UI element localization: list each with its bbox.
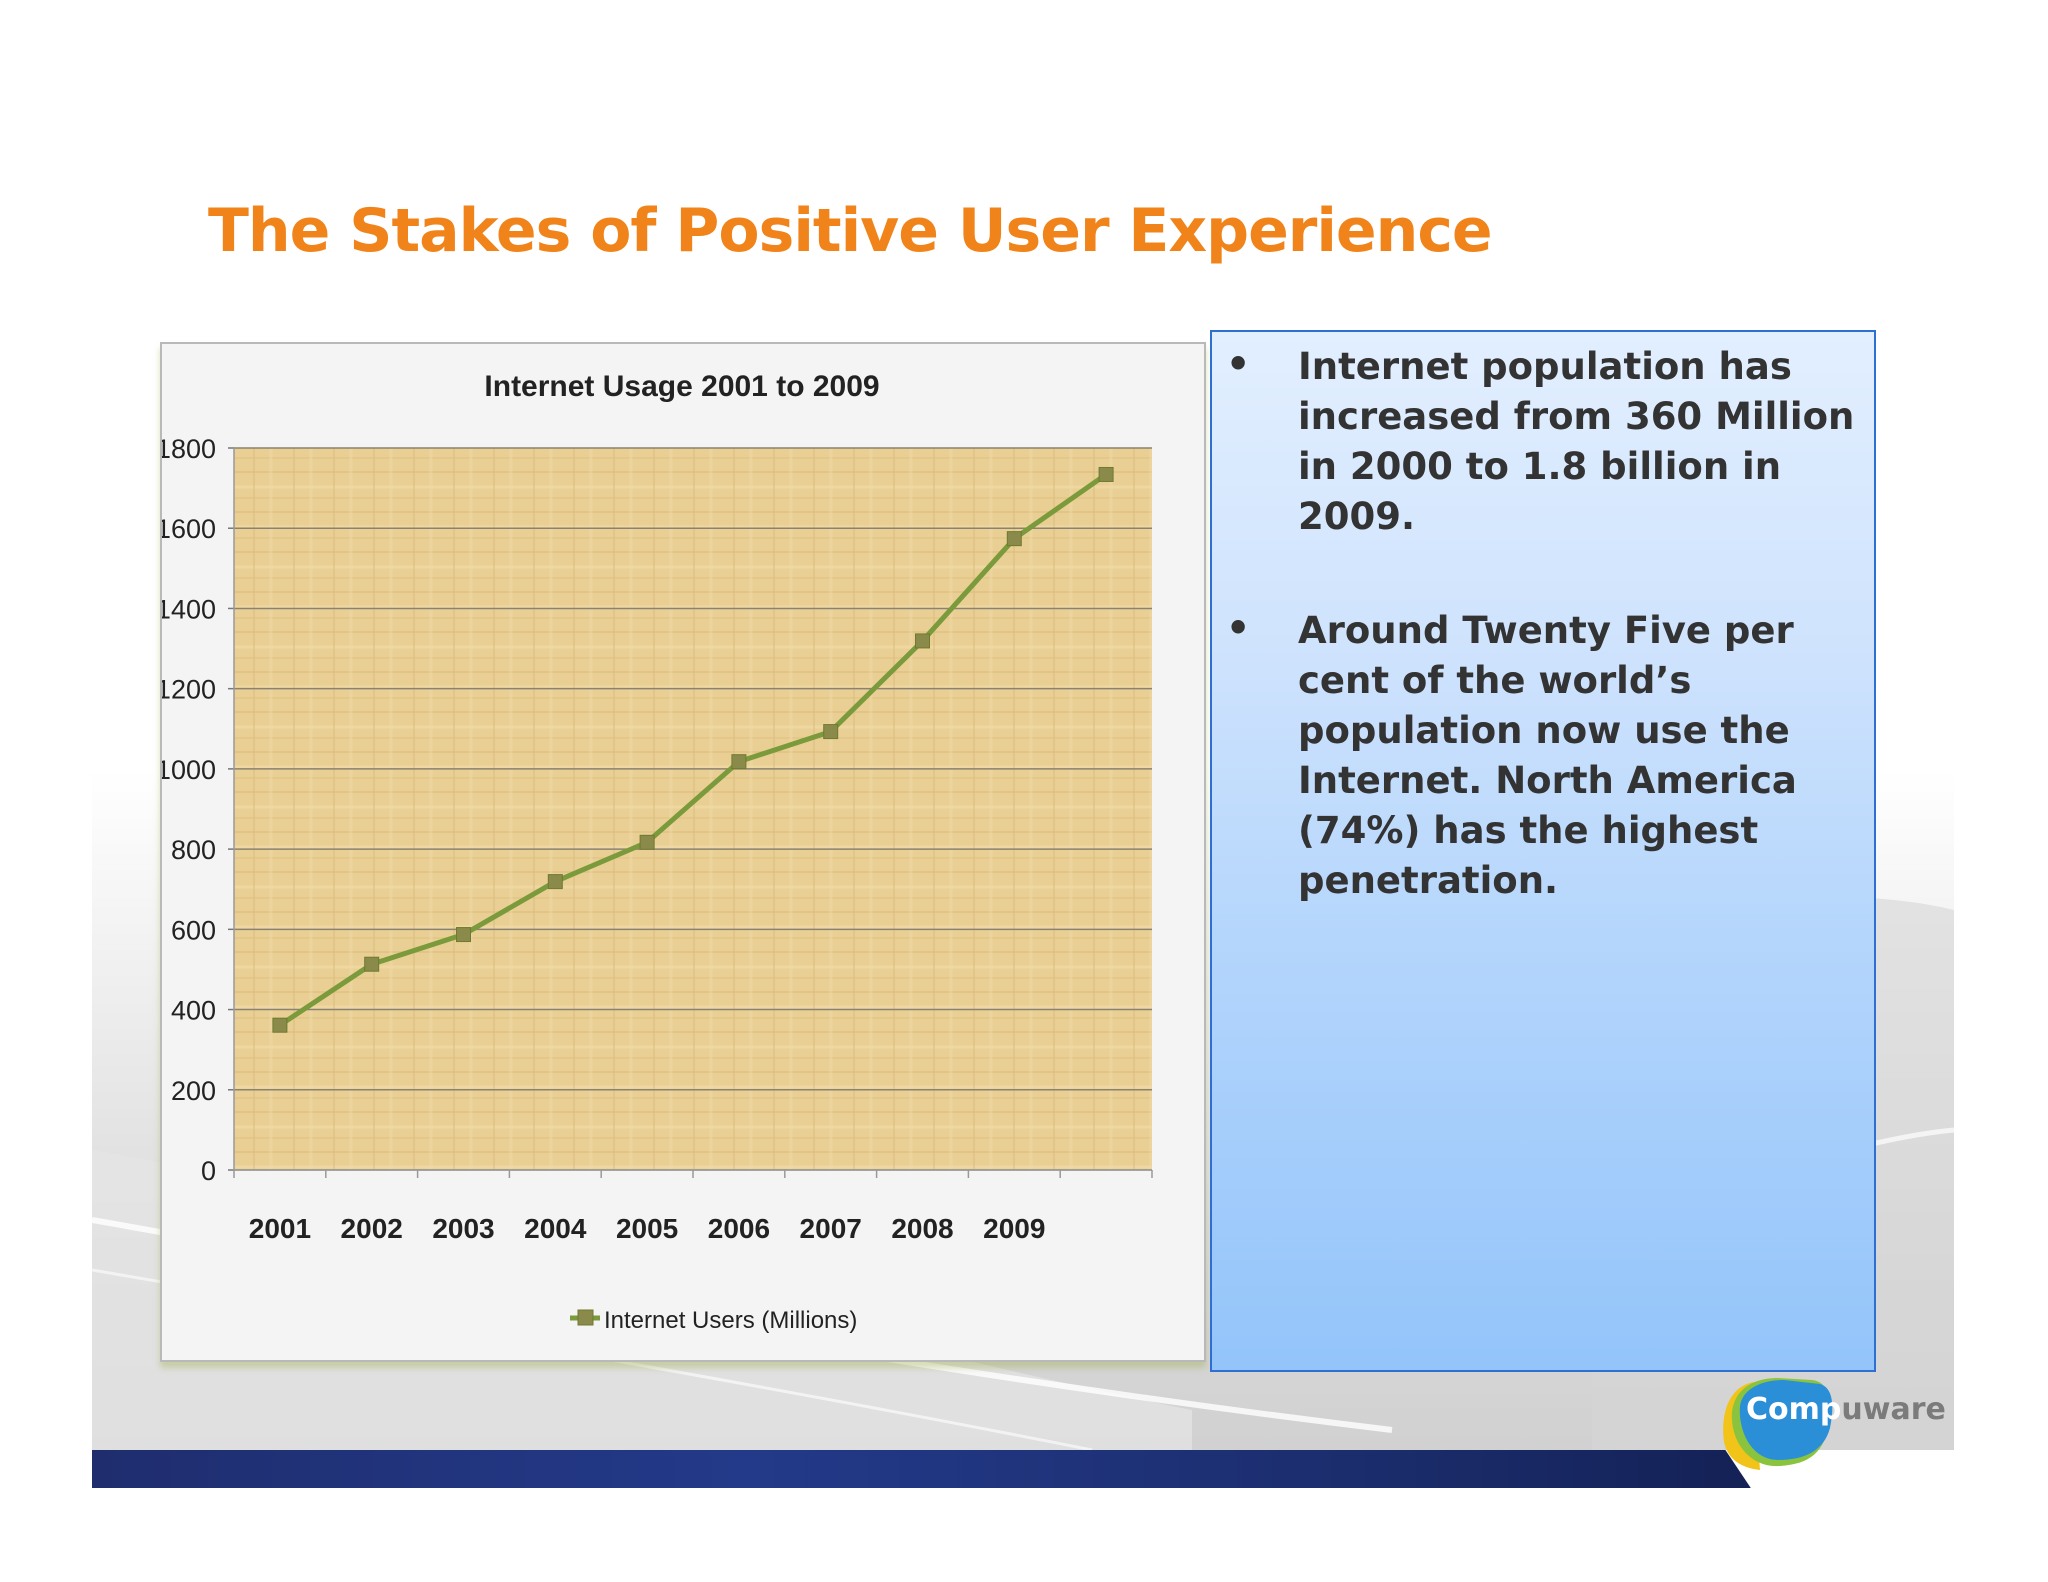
x-tick-label: 2007 [800, 1213, 862, 1244]
bullet-marker: • [1226, 606, 1251, 650]
y-tick-label: 600 [171, 915, 216, 945]
legend: Internet Users (Millions) [570, 1307, 857, 1334]
data-point [272, 1017, 288, 1033]
slide-title: The Stakes of Positive User Experience [208, 196, 1493, 266]
y-tick-label: 1000 [162, 755, 216, 785]
y-tick-label: 800 [171, 835, 216, 865]
compuware-logo [1723, 1378, 1833, 1470]
data-point [547, 874, 563, 890]
plot-area [234, 448, 1152, 1170]
series-internet-users [272, 466, 1114, 1033]
logo-text-rest: uware [1841, 1392, 1946, 1427]
x-tick-label: 2005 [616, 1213, 678, 1244]
x-tick-label: 2008 [891, 1213, 953, 1244]
y-tick-label: 1800 [162, 434, 216, 464]
data-point [1006, 531, 1022, 547]
legend-marker [577, 1309, 594, 1326]
y-tick-label: 1400 [162, 594, 216, 624]
x-tick-label: 2004 [524, 1213, 587, 1244]
bullet-text-world-population: Around Twenty Five per cent of the world… [1298, 609, 1797, 902]
data-point [731, 754, 747, 770]
line-chart: Internet Usage 2001 to 2009 0 200 400 600 80… [162, 370, 1153, 1334]
y-tick-label: 0 [201, 1156, 216, 1186]
legend-label: Internet Users (Millions) [604, 1307, 857, 1334]
y-tick-label: 1200 [162, 675, 216, 705]
bullet-text-box: • Internet population has increased from… [1210, 330, 1876, 1372]
data-point [456, 927, 471, 943]
x-tick-label: 2001 [249, 1213, 311, 1244]
logo-text-highlight: Comp [1746, 1392, 1842, 1427]
x-tick-label: 2003 [432, 1213, 494, 1244]
data-point [915, 633, 930, 649]
data-point [823, 724, 839, 740]
footer-band [92, 1450, 1954, 1488]
chart-title: Internet Usage 2001 to 2009 [484, 370, 879, 403]
x-axis: 2001 2002 2003 2004 2005 2006 2007 2008 2009 [233, 1169, 1153, 1244]
y-tick-label: 1600 [162, 514, 216, 544]
chart-frame: Internet Usage 2001 to 2009 0 200 400 600 80… [160, 342, 1206, 1362]
x-tick-label: 2006 [708, 1213, 770, 1244]
bullet-text-internet-population: Internet population has increased from 3… [1298, 345, 1855, 538]
series-line [278, 472, 1108, 1028]
y-tick-label: 200 [171, 1076, 216, 1106]
data-point [364, 956, 380, 972]
compuware-logo-text: Compuware [1746, 1392, 1946, 1427]
bullet-marker: • [1226, 342, 1251, 386]
y-tick-label: 400 [171, 996, 216, 1026]
x-tick-label: 2002 [341, 1213, 403, 1244]
data-point [1098, 466, 1114, 482]
x-tick-label: 2009 [983, 1213, 1045, 1244]
y-axis: 0 200 400 600 800 1000 1200 1400 1600 1800 [162, 434, 235, 1186]
data-point [639, 834, 655, 850]
